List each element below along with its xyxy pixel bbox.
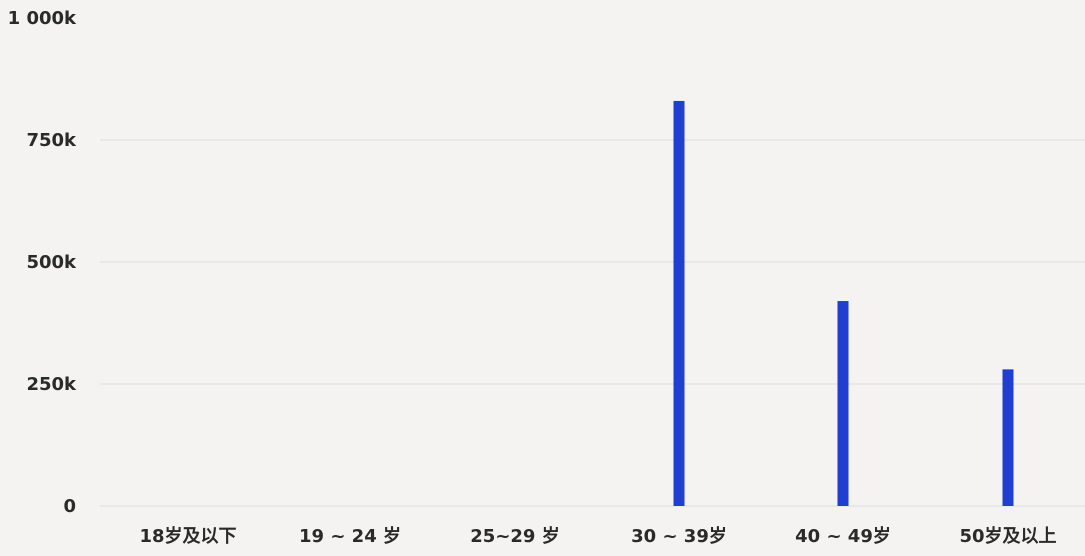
y-tick-label: 0 [63, 496, 76, 517]
bar-3 [673, 100, 685, 507]
x-axis-labels: 18岁及以下 19 ~ 24 岁 25~29 岁 30 ~ 39岁 40 ~ 49岁 50… [139, 525, 1056, 547]
x-category-label: 50岁及以上 [959, 525, 1056, 547]
y-axis-ticks: 0 250k 500k 750k 1 000k [8, 8, 77, 517]
bar-5 [1002, 369, 1014, 506]
bars [673, 100, 1014, 507]
bar-4 [837, 301, 849, 506]
y-tick-label: 1 000k [8, 8, 77, 29]
y-tick-label: 250k [26, 374, 77, 395]
x-category-label: 18岁及以下 [139, 525, 236, 547]
x-category-label: 25~29 岁 [470, 525, 559, 547]
y-tick-label: 750k [26, 130, 77, 151]
x-category-label: 30 ~ 39岁 [631, 525, 727, 547]
y-tick-label: 500k [26, 252, 77, 273]
x-category-label: 40 ~ 49岁 [795, 525, 891, 547]
x-category-label: 19 ~ 24 岁 [299, 525, 401, 547]
grid-layer [100, 139, 1085, 507]
